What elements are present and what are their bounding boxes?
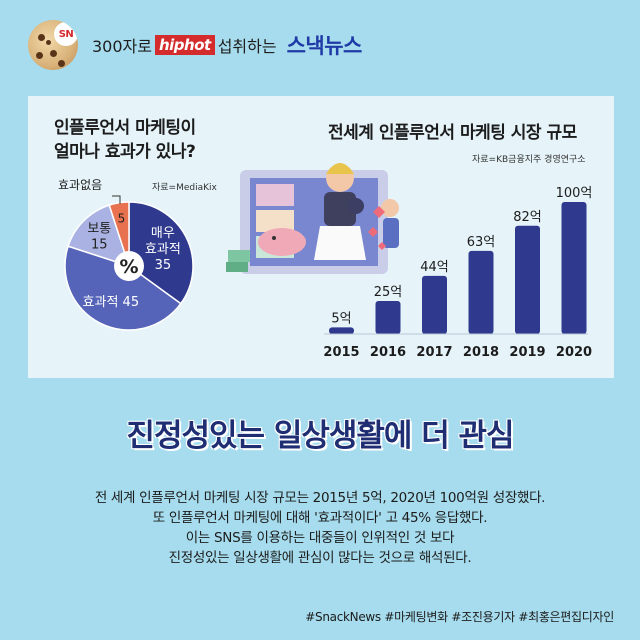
- bar-2017: [422, 275, 447, 334]
- pie-label-very-effective-2: 35: [155, 258, 172, 273]
- article-body: 전 세계 인플루언서 마케팅 시장 규모는 2015년 5억, 2020년 10…: [0, 488, 640, 568]
- body-line-4: 진정성있는 일상생활에 관심이 많다는 것으로 해석된다.: [168, 550, 472, 566]
- bar-category-label-2015: 2015: [323, 345, 359, 360]
- bar-category-label-2019: 2019: [509, 345, 545, 360]
- pie-slice-3: [108, 201, 130, 267]
- bar-category-label-2020: 2020: [556, 345, 592, 360]
- influencer-illustration-icon: [226, 163, 399, 274]
- pie-label-none-value-0: 5: [118, 212, 126, 226]
- bar-category-label-2018: 2018: [463, 345, 499, 360]
- slogan: 300자로 hiphot 섭취하는 스낵뉴스: [92, 30, 362, 60]
- bar-value-label-2017: 44억: [420, 260, 449, 275]
- cookie-logo-icon: SN: [28, 20, 78, 70]
- bar-category-label-2017: 2017: [416, 345, 452, 360]
- pie-slice-1: [64, 245, 182, 331]
- pie-title-line1: 인플루언서 마케팅이: [54, 118, 196, 138]
- pie-label-none: 효과없음: [58, 178, 103, 192]
- logo-badge: SN: [54, 22, 78, 46]
- bar-2015: [329, 327, 354, 334]
- bar-value-label-2018: 63억: [467, 235, 496, 250]
- bar-2019: [515, 225, 540, 334]
- bar-value-label-2019: 82억: [513, 210, 542, 225]
- slogan-after: 섭취하는: [217, 37, 277, 56]
- pie-label-very-effective-0: 매우: [151, 226, 175, 241]
- bar-value-label-2020: 100억: [556, 186, 593, 201]
- pie-label-normal-1: 15: [91, 238, 108, 253]
- bar-chart-title: 전세계 인플루언서 마케팅 시장 규모: [328, 123, 577, 143]
- hashtags: #SnackNews #마케팅변화 #조진용기자 #최홍은편집디자인: [305, 610, 614, 624]
- pie-slice-0: [128, 201, 194, 305]
- bar-value-label-2015: 5억: [331, 311, 351, 326]
- header: SN 300자로 hiphot 섭취하는 스낵뉴스: [28, 18, 362, 72]
- pie-center-label: %: [119, 256, 138, 278]
- body-line-3: 이는 SNS를 이용하는 대중들이 인위적인 것 보다: [185, 530, 455, 546]
- bar-value-label-2016: 25억: [374, 285, 403, 300]
- body-line-2: 또 인플루언서 마케팅에 대해 '효과적이다' 고 45% 응답했다.: [152, 510, 488, 526]
- pie-label-effective-0: 효과적 45: [83, 295, 140, 310]
- pie-title-line2: 얼마나 효과가 있나?: [54, 142, 196, 162]
- brand-name: 스낵뉴스: [286, 34, 363, 58]
- pie-chart-title: 인플루언서 마케팅이 얼마나 효과가 있나?: [54, 116, 196, 164]
- slogan-before: 300자로: [92, 37, 152, 56]
- bar-chart: 5억 2015 25억 2016 44억 2017 63억 2018 82억 2019 100억 20…: [226, 163, 593, 360]
- pie-chart-source: 자료=MediaKix: [152, 183, 217, 193]
- bar-2016: [375, 301, 401, 334]
- pie-center: [114, 251, 144, 281]
- pie-leader-line: [112, 195, 121, 204]
- body-line-1: 전 세계 인플루언서 마케팅 시장 규모는 2015년 5억, 2020년 10…: [94, 490, 546, 506]
- pie-label-normal-0: 보통: [87, 222, 111, 237]
- chart-panel: 인플루언서 마케팅이 얼마나 효과가 있나? 자료=MediaKix 효과없음 …: [28, 96, 614, 378]
- bar-chart-source: 자료=KB금융지주 경영연구소: [472, 155, 586, 165]
- pie-label-very-effective-1: 효과적: [145, 242, 181, 257]
- bar-2018: [468, 250, 494, 334]
- bar-category-label-2016: 2016: [370, 345, 406, 360]
- sub-headline: 진정성있는 일상생활에 더 관심: [126, 418, 514, 454]
- bar-2020: [561, 202, 587, 334]
- slogan-highlight: hiphot: [154, 35, 215, 55]
